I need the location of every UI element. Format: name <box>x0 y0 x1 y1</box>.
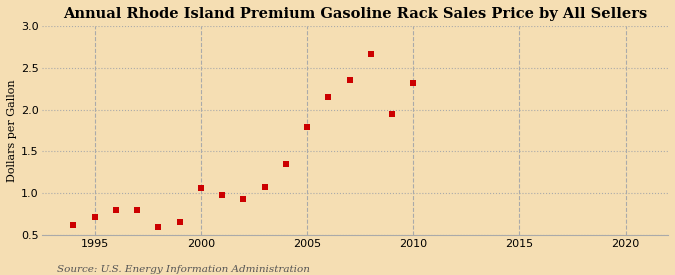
Point <box>238 197 249 201</box>
Point <box>280 162 291 166</box>
Title: Annual Rhode Island Premium Gasoline Rack Sales Price by All Sellers: Annual Rhode Island Premium Gasoline Rac… <box>63 7 647 21</box>
Point <box>132 208 142 213</box>
Point <box>387 112 398 116</box>
Text: Source: U.S. Energy Information Administration: Source: U.S. Energy Information Administ… <box>57 265 310 274</box>
Point <box>89 215 100 219</box>
Point <box>323 95 333 99</box>
Point <box>196 186 207 190</box>
Point <box>344 78 355 83</box>
Point <box>259 185 270 189</box>
Y-axis label: Dollars per Gallon: Dollars per Gallon <box>7 79 17 182</box>
Point <box>111 207 122 212</box>
Point <box>302 125 313 129</box>
Point <box>365 52 376 56</box>
Point <box>217 193 227 198</box>
Point <box>408 81 418 85</box>
Point <box>68 222 79 227</box>
Point <box>174 220 185 224</box>
Point <box>153 225 164 229</box>
